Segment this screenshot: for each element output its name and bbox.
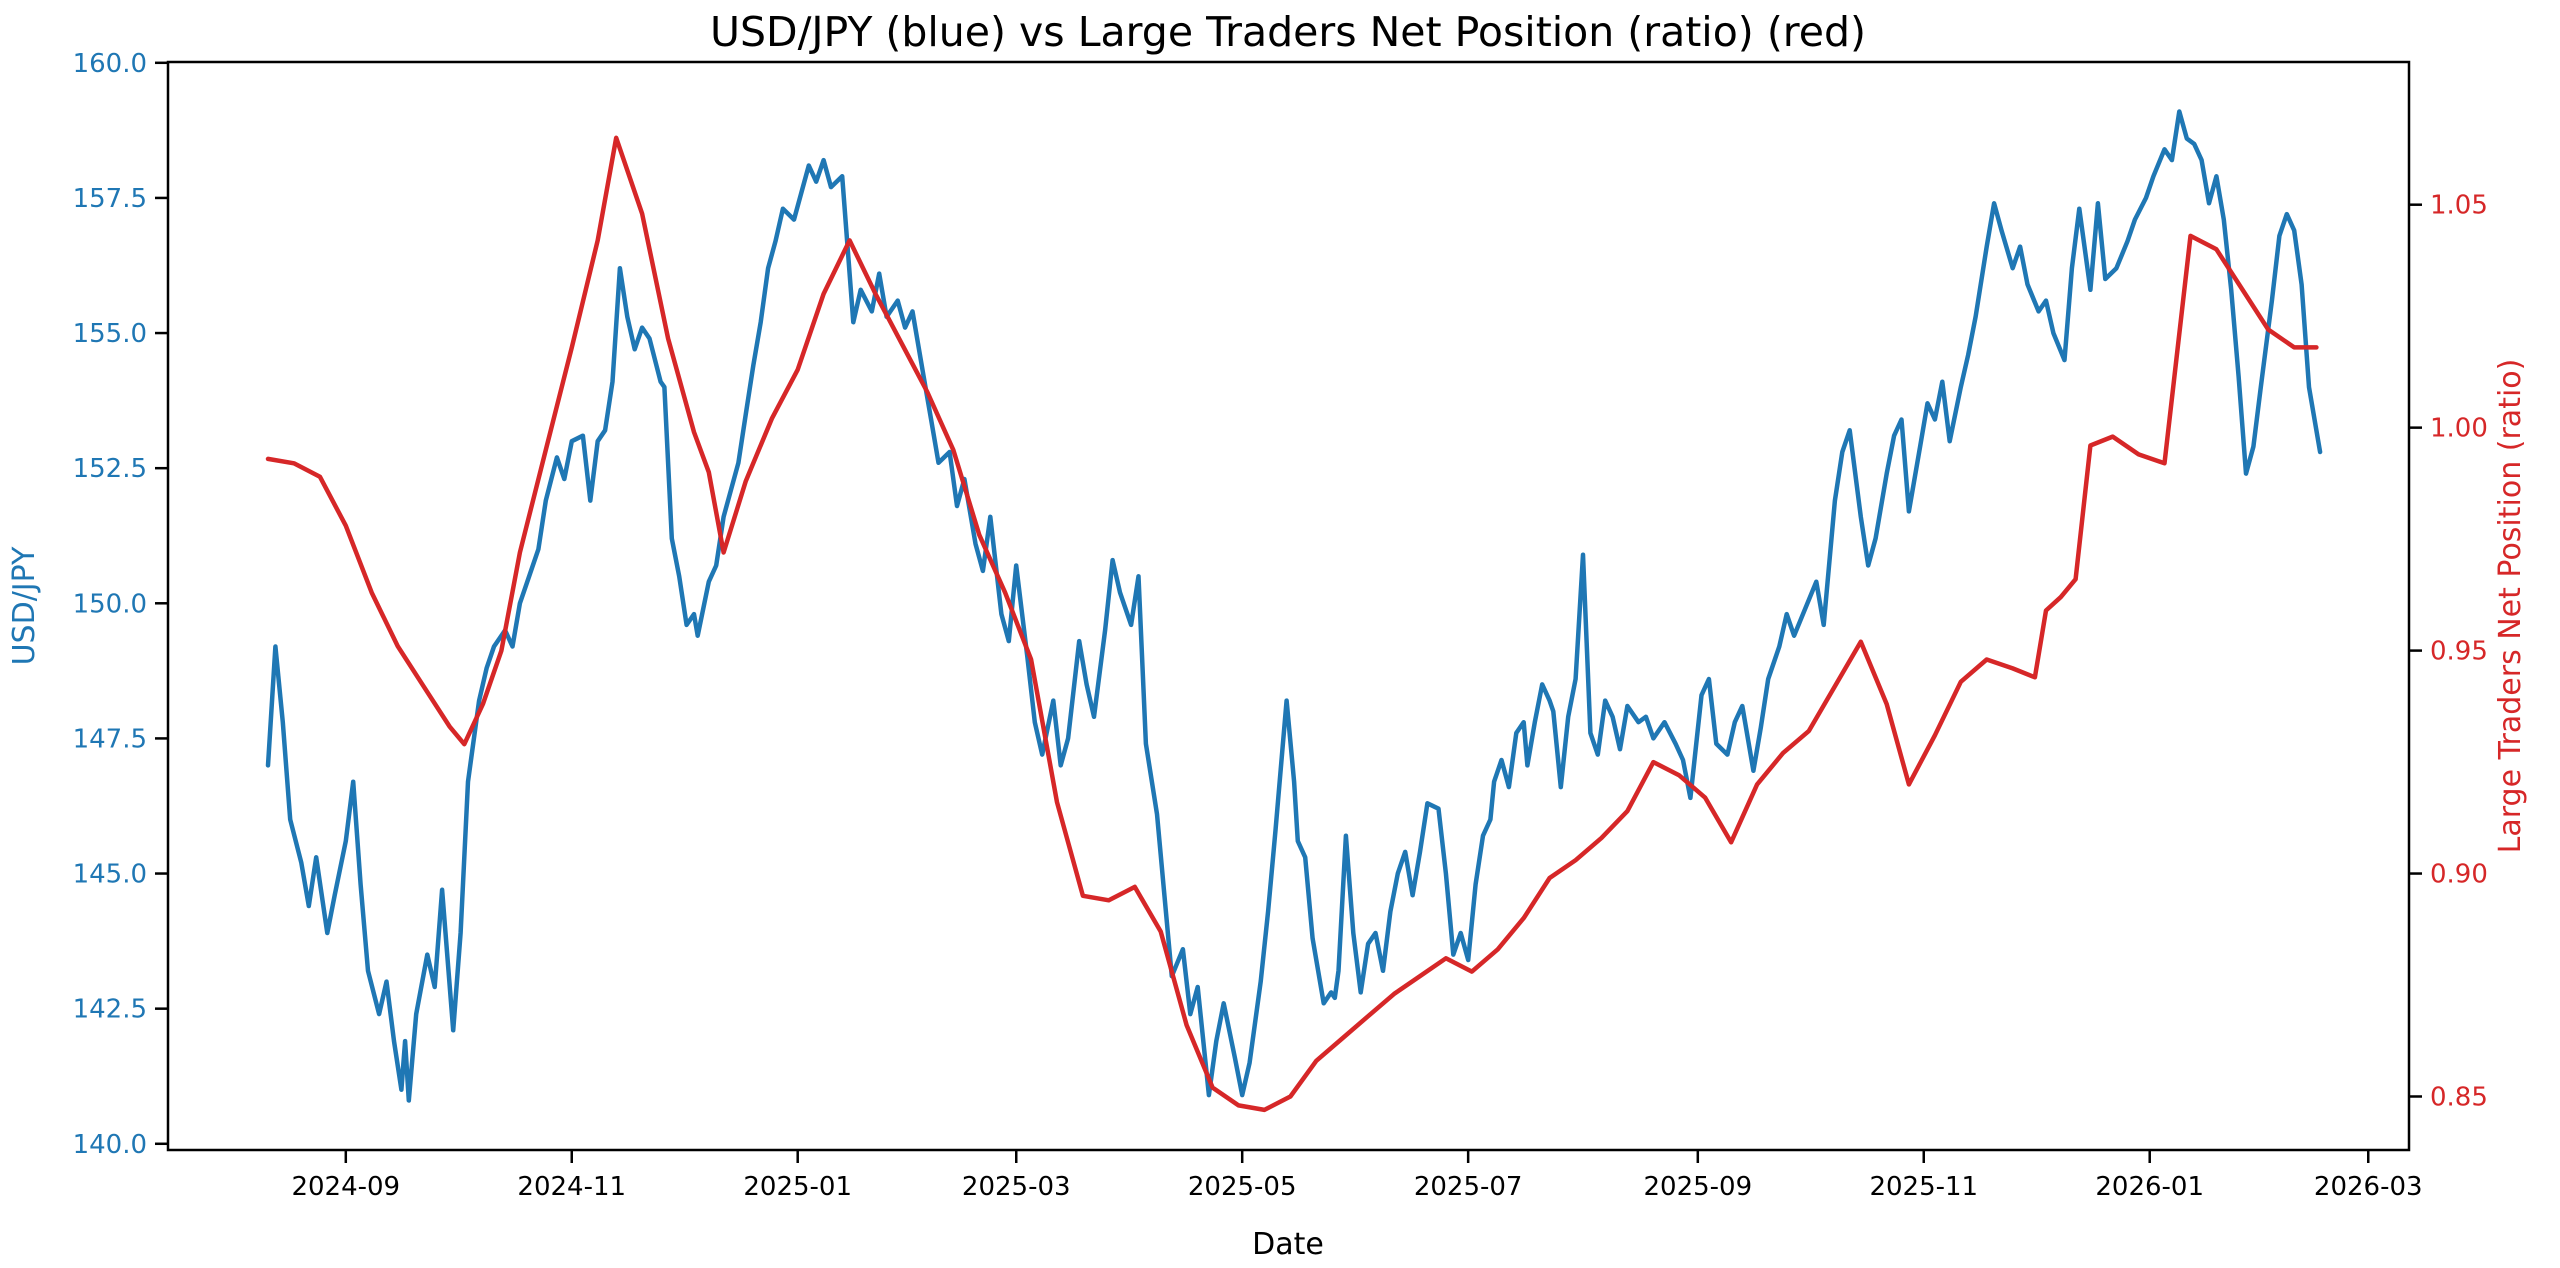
y-left-tick-label: 160.0 <box>73 49 147 79</box>
x-tick-label: 2025-03 <box>962 1172 1071 1202</box>
y-right-axis-label: Large Traders Net Position (ratio) <box>2493 359 2528 854</box>
x-tick-label: 2025-01 <box>743 1172 852 1202</box>
x-tick-label: 2025-11 <box>1869 1172 1978 1202</box>
tick-layer: 2024-09 2024-11 2025-01 2025-03 2025-05 2025-… <box>73 49 2488 1202</box>
y-left-tick-label: 142.5 <box>73 995 147 1025</box>
x-tick-label: 2024-09 <box>291 1172 400 1202</box>
chart-title: USD/JPY (blue) vs Large Traders Net Posi… <box>710 8 1866 56</box>
series-layer <box>265 109 2323 1113</box>
y-right-tick-label: 1.05 <box>2430 191 2488 221</box>
y-left-tick-label: 147.5 <box>73 724 147 754</box>
x-tick-label: 2024-11 <box>517 1172 626 1202</box>
y-left-tick-label: 152.5 <box>73 454 147 484</box>
usdjpy-line <box>265 109 2323 1103</box>
y-right-tick-label: 0.90 <box>2430 860 2488 890</box>
net-position-ratio-line <box>265 135 2319 1113</box>
y-right-tick-label: 0.85 <box>2430 1082 2488 1112</box>
y-left-tick-label: 157.5 <box>73 184 147 214</box>
x-tick-label: 2026-01 <box>2095 1172 2204 1202</box>
x-axis-label: Date <box>1252 1227 1324 1262</box>
plot-border <box>166 60 2411 1152</box>
y-left-tick-label: 155.0 <box>73 319 147 349</box>
y-left-tick-label: 150.0 <box>73 589 147 619</box>
y-right-tick-label: 1.00 <box>2430 414 2488 444</box>
y-left-tick-label: 145.0 <box>73 860 147 890</box>
x-tick-label: 2025-05 <box>1188 1172 1297 1202</box>
x-tick-label: 2025-07 <box>1414 1172 1523 1202</box>
y-left-axis-label: USD/JPY <box>7 546 42 665</box>
x-tick-label: 2026-03 <box>2314 1172 2423 1202</box>
y-left-tick-label: 140.0 <box>73 1130 147 1160</box>
x-tick-label: 2025-09 <box>1643 1172 1752 1202</box>
y-right-tick-label: 0.95 <box>2430 637 2488 667</box>
